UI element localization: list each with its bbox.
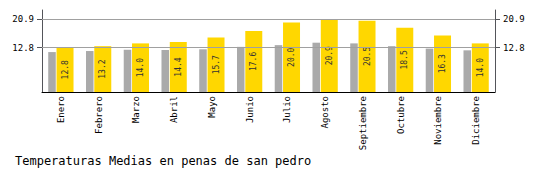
svg-text:Diciembre: Diciembre	[471, 96, 481, 145]
svg-text:Julio: Julio	[282, 96, 292, 123]
svg-text:14.0: 14.0	[136, 58, 145, 77]
svg-text:14.0: 14.0	[476, 58, 485, 77]
svg-text:Abril: Abril	[169, 96, 179, 123]
svg-text:Octubre: Octubre	[396, 96, 406, 134]
svg-text:20.0: 20.0	[287, 47, 296, 66]
svg-text:Enero: Enero	[56, 96, 66, 123]
svg-text:20.9: 20.9	[503, 14, 525, 24]
svg-text:18.5: 18.5	[400, 50, 409, 69]
svg-text:20.9: 20.9	[325, 46, 334, 65]
svg-text:Temperaturas Medias en penas d: Temperaturas Medias en penas de san pedr…	[15, 154, 311, 168]
svg-text:Febrero: Febrero	[94, 96, 104, 134]
svg-text:Marzo: Marzo	[131, 96, 141, 123]
svg-text:Noviembre: Noviembre	[433, 96, 443, 145]
svg-text:13.2: 13.2	[98, 59, 107, 78]
svg-text:15.7: 15.7	[212, 55, 221, 74]
svg-text:Septiembre: Septiembre	[358, 96, 368, 150]
svg-text:12.8: 12.8	[61, 60, 70, 79]
svg-text:14.4: 14.4	[174, 57, 183, 76]
svg-text:16.3: 16.3	[438, 54, 447, 73]
svg-text:12.8: 12.8	[12, 43, 34, 53]
svg-text:Agosto: Agosto	[320, 96, 330, 129]
svg-text:20.9: 20.9	[12, 14, 34, 24]
svg-text:Mayo: Mayo	[207, 96, 217, 118]
svg-text:17.6: 17.6	[249, 52, 258, 71]
svg-text:20.5: 20.5	[363, 47, 372, 66]
svg-text:12.8: 12.8	[503, 43, 525, 53]
svg-text:Junio: Junio	[245, 96, 255, 123]
